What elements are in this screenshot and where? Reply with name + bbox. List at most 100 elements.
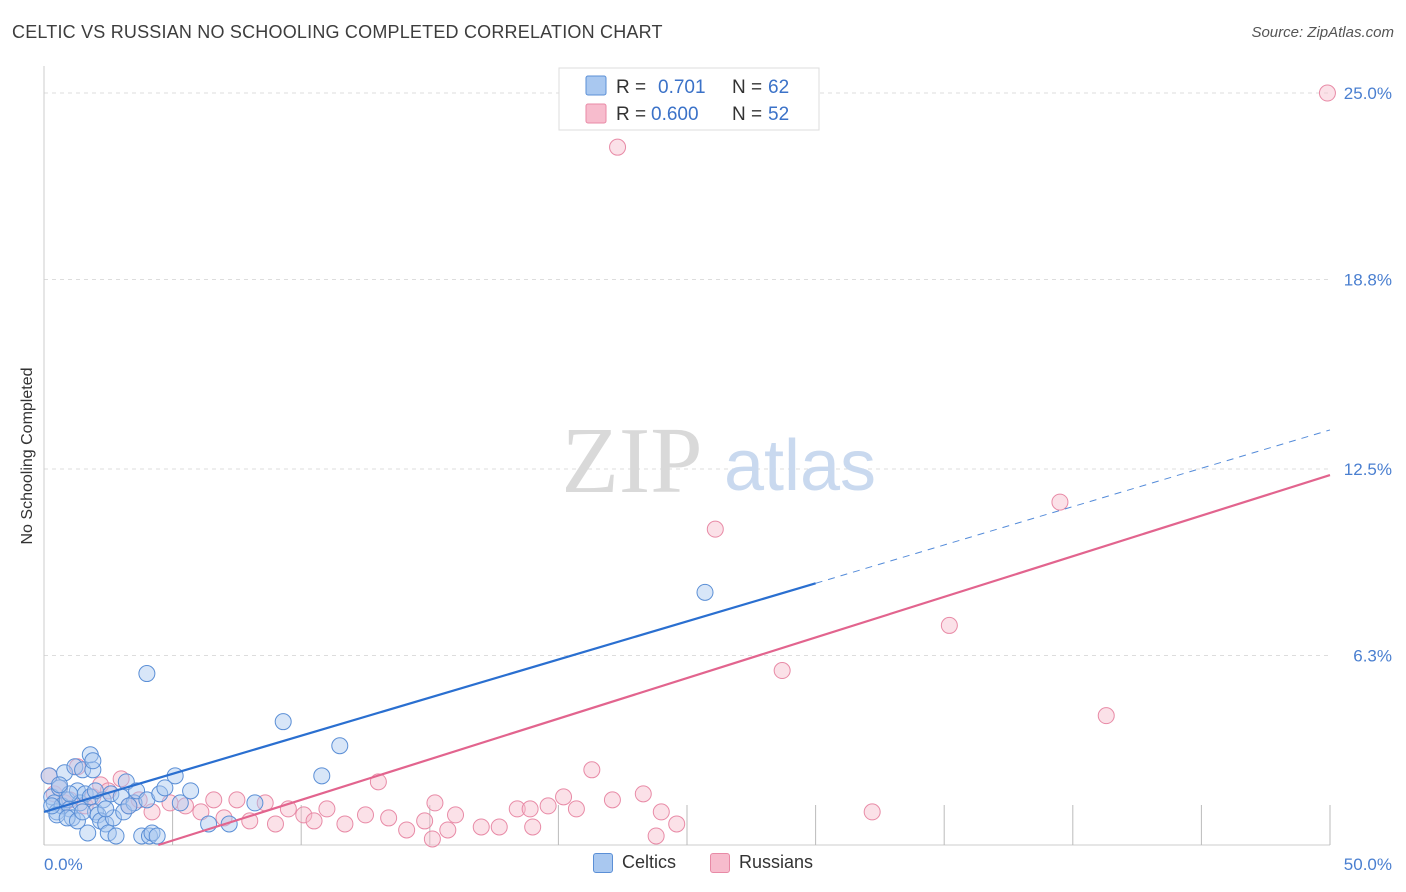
legend-n-label-celtics: N = [732,77,762,98]
russians-point-35 [447,806,465,824]
russians-point-58 [647,827,665,845]
celtics-point-28 [107,827,125,845]
celtics-point-15 [79,824,97,842]
russians-point-43 [567,800,585,818]
russians-point-40 [524,818,542,836]
russians-point-22 [266,815,284,833]
russians-point-57 [423,830,441,848]
celtics-point-44 [97,800,115,818]
celtics-point-53 [182,782,200,800]
legend-n-label-russians: N = [732,104,762,125]
russians-point-52 [609,138,627,156]
legend-r-label-russians: R = [616,104,646,125]
celtics-point-38 [48,806,66,824]
celtics-point-51 [156,779,174,797]
y-tick-label-1: 12.5% [1344,460,1392,479]
watermark-atlas: atlas [724,426,876,506]
russians-point-38 [508,800,526,818]
russians-point-47 [652,803,670,821]
x-tick-label-0: 0.0% [44,855,83,874]
watermark-zip: ZIP [562,409,703,513]
russians-point-39 [521,800,539,818]
y-tick-label-3: 25.0% [1344,84,1392,103]
legend-swatch-russians [585,103,607,124]
russians-point-50 [773,662,791,680]
russians-point-33 [426,794,444,812]
celtics-point-37 [143,824,161,842]
celtics-point-18 [86,803,104,821]
celtics-point-39 [58,809,76,827]
legend-item-celtics: Celtics [592,852,676,873]
russians-point-27 [336,815,354,833]
celtics-trend-line [43,582,816,813]
celtics-trend-extension [815,429,1331,584]
celtics-point-17 [84,761,102,779]
russians-point-32 [416,812,434,830]
russians-point-28 [357,806,374,824]
y-tick-label-0: 6.3% [1353,647,1392,666]
russians-point-53 [1318,84,1336,102]
legend-n-value-russians: 52 [768,104,789,125]
celtics-point-58 [246,794,264,812]
russians-point-25 [305,812,323,830]
tick-labels: 6.3% 12.5% 18.8% 25.0% 0.0% 50.0% [44,84,1392,874]
y-tick-label-2: 18.8% [1344,271,1392,290]
legend-r-value-celtics: 0.701 [658,77,706,98]
celtics-point-59 [696,583,714,601]
russians-point-37 [490,818,508,836]
celtics-point-54 [220,815,238,833]
russians-trend-line [157,473,1331,847]
russians-point-51 [863,803,881,821]
russians-point-15 [176,797,194,815]
russians-point-30 [380,809,398,827]
legend-n-value-celtics: 62 [768,77,789,98]
russians-point-54 [940,616,958,634]
russians-point-36 [472,818,490,836]
celtics-point-42 [74,803,92,821]
russians-point-45 [603,791,621,809]
russians-point-41 [539,797,557,815]
trend-lines [43,429,1331,847]
watermark: ZIP atlas [562,409,877,513]
russians-point-56 [1097,707,1115,725]
celtics-point-22 [84,752,102,770]
celtics-point-47 [171,794,189,812]
celtics-point-48 [138,665,156,683]
russians-point-44 [583,761,601,779]
celtics-point-57 [313,767,331,785]
correlation-legend: R = 0.701 N = 62 R = 0.600 N = 52 [558,67,820,131]
russians-swatch [709,852,730,873]
russians-point-19 [228,791,246,809]
legend-item-russians: Russians [709,852,814,873]
chart-title: CELTIC VS RUSSIAN NO SCHOOLING COMPLETED… [12,22,663,42]
legend-r-value-russians: 0.600 [651,104,699,125]
celtics-point-56 [331,737,349,755]
celtics-point-61 [50,776,68,794]
russians-point-26 [318,800,336,818]
grid-lines [44,92,1330,657]
celtics-points [40,583,714,845]
russians-point-46 [634,785,652,803]
russians-point-24 [295,806,313,824]
legend-swatch-celtics [585,75,607,96]
russians-legend-label: Russians [738,852,814,872]
celtics-point-55 [274,713,292,731]
series-legend: Celtics Russians [0,852,1406,873]
celtics-point-41 [68,812,86,830]
axes [43,66,1331,846]
russians-point-31 [398,821,416,839]
russians-point-17 [205,791,223,809]
celtics-swatch [592,852,613,873]
celtics-point-45 [120,797,138,815]
x-tick-label-1: 50.0% [1344,855,1392,874]
russians-point-49 [706,520,724,538]
source-label: Source: ZipAtlas.com [1251,24,1394,41]
celtics-point-50 [148,827,166,845]
russians-point-55 [1051,493,1069,511]
russians-point-10 [112,770,130,788]
russians-point-48 [668,815,686,833]
russians-point-34 [439,821,457,839]
russians-point-42 [555,788,573,806]
legend-r-label-celtics: R = [616,77,646,98]
